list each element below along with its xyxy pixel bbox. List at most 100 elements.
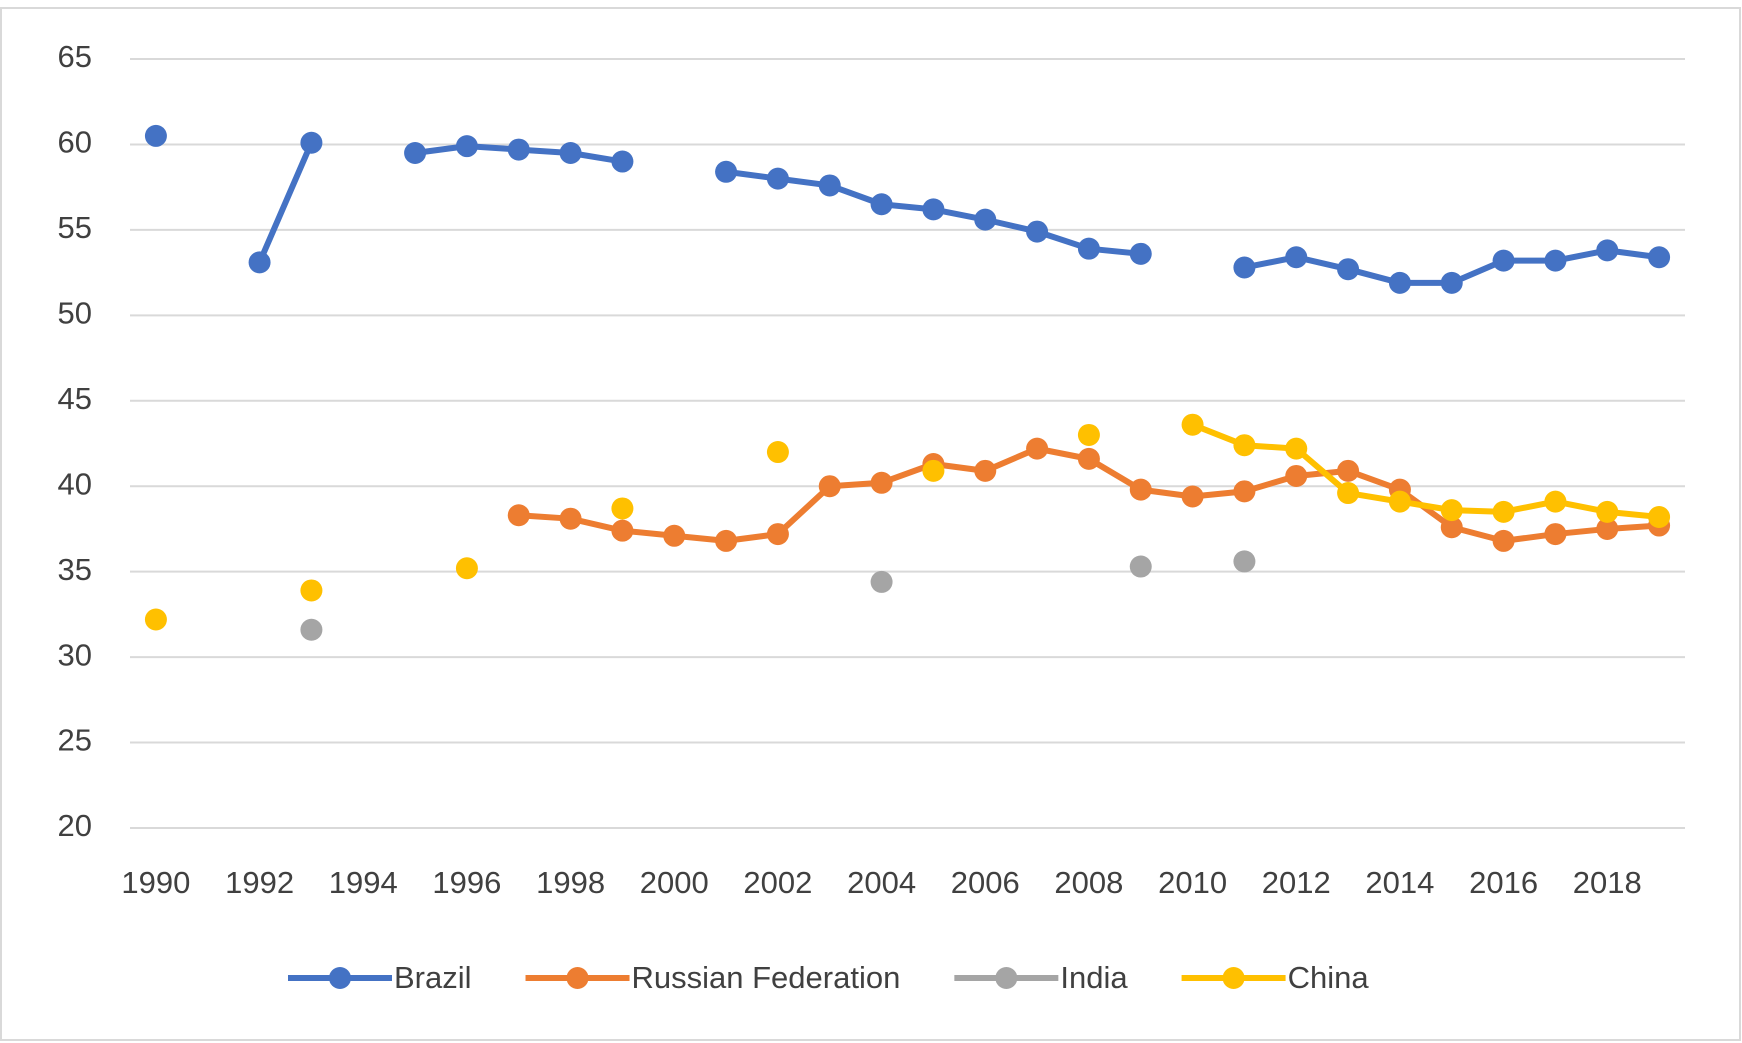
x-tick-label: 1994 [329,865,398,900]
data-point [1129,555,1152,578]
data-point [611,497,634,520]
y-tick-label: 60 [58,125,92,160]
data-point [1337,482,1360,505]
y-tick-label: 35 [58,552,92,587]
data-point [1648,505,1671,528]
data-point [248,251,271,274]
data-point [559,507,582,530]
data-point [300,131,323,154]
y-tick-label: 65 [58,39,92,74]
data-point [1596,239,1619,262]
data-point [1233,480,1256,503]
data-point [1129,242,1152,265]
data-point [1492,249,1515,272]
data-point [1026,437,1049,460]
data-point [507,504,530,527]
data-point [1285,464,1308,487]
y-tick-label: 45 [58,381,92,416]
x-tick-label: 2004 [847,865,916,900]
x-tick-label: 1990 [121,865,190,900]
data-point [144,608,167,631]
y-tick-label: 30 [58,637,92,672]
data-point [559,141,582,164]
legend-marker [329,967,351,989]
data-point [818,475,841,498]
y-tick-label: 40 [58,466,92,501]
data-point [1544,490,1567,513]
data-point [1233,434,1256,457]
data-point [870,471,893,494]
legend-label: Brazil [394,960,472,995]
data-point [922,459,945,482]
data-point [974,459,997,482]
data-point [455,135,478,158]
data-point [1233,550,1256,573]
data-point [507,138,530,161]
data-point [1648,246,1671,269]
x-tick-label: 2002 [743,865,812,900]
data-point [1233,256,1256,279]
data-point [1337,258,1360,281]
data-point [1388,271,1411,294]
x-tick-label: 2006 [951,865,1020,900]
data-point [300,579,323,602]
data-point [1388,490,1411,513]
legend-marker [566,967,589,989]
data-point [611,150,634,173]
data-point [1285,437,1308,460]
data-point [1596,500,1619,523]
x-tick-label: 2014 [1365,865,1434,900]
data-point [1337,459,1360,482]
series-line [1191,421,1660,520]
data-point [663,524,686,547]
data-point [1077,237,1100,260]
y-tick-label: 50 [58,296,92,331]
x-tick-label: 1992 [225,865,294,900]
x-tick-label: 2018 [1573,865,1642,900]
data-point [144,124,167,147]
data-point [715,529,738,552]
data-point [1544,249,1567,272]
data-point [974,208,997,231]
x-tick-label: 2000 [640,865,709,900]
y-tick-label: 20 [58,808,92,843]
x-tick-label: 2008 [1054,865,1123,900]
data-point [1181,413,1204,436]
data-point [1129,478,1152,501]
data-point [766,523,789,546]
data-point [1596,517,1619,540]
data-point [922,198,945,221]
data-point [1026,220,1049,243]
data-point [611,519,634,542]
data-point [1492,529,1515,552]
data-point [1285,246,1308,269]
legend-label: China [1288,960,1370,995]
data-point [1077,447,1100,470]
data-point [300,618,323,641]
y-tick-label: 55 [58,210,92,245]
data-point [404,141,427,164]
legend-label: Russian Federation [632,960,901,995]
data-point [818,174,841,197]
data-point [1181,485,1204,508]
data-point [766,167,789,190]
legend-marker [1222,967,1245,989]
data-point [1544,523,1567,546]
x-tick-label: 2016 [1469,865,1538,900]
x-tick-label: 2012 [1262,865,1331,900]
data-point [1492,500,1515,523]
legend-label: India [1060,960,1128,995]
data-point [870,570,893,593]
x-tick-label: 1996 [432,865,501,900]
data-point [1440,271,1463,294]
legend-marker [995,967,1018,989]
data-point [766,441,789,464]
data-point [1440,516,1463,539]
x-tick-label: 2010 [1158,865,1227,900]
data-point [870,193,893,216]
data-point [455,557,478,580]
x-tick-label: 1998 [536,865,605,900]
y-tick-label: 25 [58,723,92,758]
data-point [715,160,738,183]
